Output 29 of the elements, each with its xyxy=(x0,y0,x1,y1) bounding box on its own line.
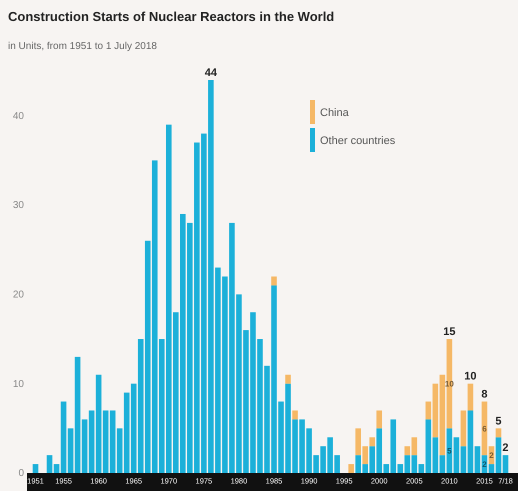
bar xyxy=(369,437,376,446)
chart-title: Construction Starts of Nuclear Reactors in the World xyxy=(8,9,334,24)
total-label: 2 xyxy=(502,442,509,454)
total-label: 15 xyxy=(443,326,456,338)
data-label: 6 xyxy=(482,424,488,434)
bar xyxy=(348,464,354,473)
bar xyxy=(32,464,38,473)
legend-label: China xyxy=(320,107,350,119)
total-label: 44 xyxy=(204,67,218,79)
bar xyxy=(376,410,382,428)
bar xyxy=(460,410,466,446)
y-tick-label: 20 xyxy=(12,290,24,301)
total-label: 8 xyxy=(481,388,488,401)
y-tick-label: 40 xyxy=(12,110,24,122)
total-label: 10 xyxy=(464,370,477,383)
data-label: 2 xyxy=(482,460,488,470)
chart-subtitle: in Units, from 1951 to 1 July 2018 xyxy=(8,41,158,52)
y-tick-label: 10 xyxy=(12,378,24,390)
bar xyxy=(468,384,474,410)
total-label: 5 xyxy=(495,415,502,428)
data-label: 2 xyxy=(489,451,494,460)
bar xyxy=(271,276,277,286)
y-tick-label: 0 xyxy=(18,468,24,480)
legend-label: Other countries xyxy=(320,135,396,147)
bar xyxy=(496,428,502,438)
bar xyxy=(292,410,298,420)
bar xyxy=(285,374,291,384)
y-tick-label: 30 xyxy=(12,200,24,212)
data-label: 5 xyxy=(447,446,452,456)
